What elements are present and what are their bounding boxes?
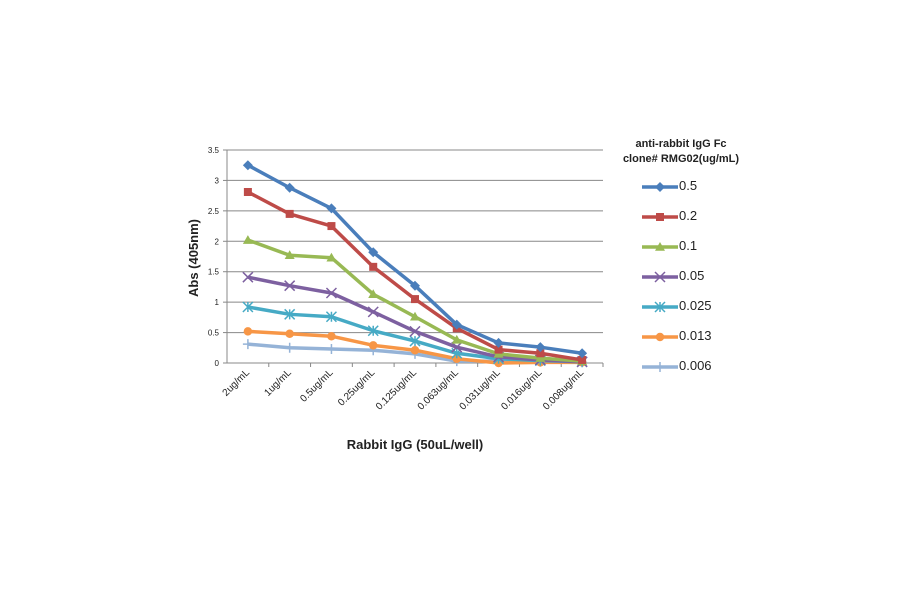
data-point (242, 339, 253, 350)
data-point (325, 311, 337, 323)
legend-label: 0.013 (679, 328, 712, 343)
y-axis-title: Abs (405nm) (186, 219, 201, 297)
legend-label: 0.05 (679, 268, 705, 283)
y-tick-label: 3 (215, 176, 220, 185)
x-tick-label: 0.008ug/mL (541, 367, 586, 412)
data-point (242, 301, 254, 313)
legend-label: 0.1 (679, 238, 698, 253)
data-point (535, 342, 546, 353)
series-0.2 (243, 187, 587, 364)
data-point (367, 306, 379, 318)
data-point (285, 209, 294, 218)
legend: anti-rabbit IgG Fc clone# RMG02(ug/mL) 0… (606, 137, 756, 383)
x-tick-label: 0.016ug/mL (499, 367, 544, 412)
data-point (369, 262, 378, 271)
data-point (284, 280, 296, 292)
data-point (451, 341, 463, 353)
legend-label: 0.006 (679, 358, 712, 373)
legend-item: 0.2 (606, 203, 756, 233)
data-point (578, 355, 587, 364)
x-tick-label: 0.031ug/mL (458, 367, 503, 412)
legend-item: 0.05 (606, 263, 756, 293)
data-point (326, 344, 337, 355)
legend-item: 0.1 (606, 233, 756, 263)
data-point (410, 311, 420, 321)
data-point (536, 349, 545, 358)
data-point (325, 287, 337, 299)
data-point (493, 337, 504, 348)
series-0.5 (242, 160, 588, 359)
legend-swatch (642, 271, 678, 283)
data-point (243, 187, 252, 196)
data-point (535, 353, 546, 362)
data-point (327, 222, 336, 231)
data-point (284, 342, 295, 353)
data-point (409, 335, 421, 347)
legend-swatch (642, 301, 678, 313)
data-point (368, 247, 379, 258)
y-tick-label: 1.5 (208, 268, 220, 277)
legend-label: 0.025 (679, 298, 712, 313)
data-point (451, 319, 462, 330)
legend-label: 0.5 (679, 178, 698, 193)
data-point (367, 325, 379, 337)
legend-item: 0.025 (606, 293, 756, 323)
legend-swatch (642, 362, 678, 372)
data-point (451, 334, 462, 344)
data-point (452, 354, 462, 363)
y-tick-label: 0.5 (208, 329, 220, 338)
data-point (655, 362, 665, 372)
legend-label: 0.2 (679, 208, 698, 223)
data-point (327, 331, 336, 341)
legend-swatch (642, 182, 678, 192)
legend-swatch (642, 242, 678, 251)
data-point (284, 308, 296, 320)
data-point (409, 325, 421, 337)
data-point (243, 327, 253, 336)
data-point (654, 271, 666, 283)
series-line (247, 163, 583, 355)
data-point (411, 295, 419, 304)
y-tick-label: 1 (215, 298, 220, 307)
data-point (285, 329, 294, 339)
data-point (410, 345, 420, 355)
data-point (242, 160, 253, 171)
data-point (284, 250, 295, 260)
data-point (284, 182, 295, 193)
legend-title-line-1: anti-rabbit IgG Fc (635, 138, 727, 150)
y-tick-label: 2 (215, 237, 220, 246)
data-point (368, 289, 379, 298)
legend-title-line-2: clone# RMG02(ug/mL) (622, 153, 740, 165)
data-point (326, 203, 337, 214)
x-tick-label: 1ug/mL (262, 367, 294, 399)
legend-swatch (642, 332, 678, 342)
x-tick-label: 0.125ug/mL (374, 367, 419, 412)
data-point (326, 252, 337, 262)
x-tick-label: 0.5ug/mL (298, 367, 336, 405)
x-tick-label: 0.063ug/mL (416, 367, 461, 412)
data-point (494, 345, 503, 354)
legend-item: 0.5 (606, 173, 756, 203)
data-point (577, 348, 588, 359)
x-axis-title: Rabbit IgG (50uL/well) (347, 437, 484, 452)
data-point (368, 341, 378, 350)
data-point (410, 280, 420, 291)
legend-item: 0.006 (606, 353, 756, 383)
data-point (655, 242, 665, 251)
legend-item: 0.013 (606, 323, 756, 353)
data-point (654, 301, 666, 313)
x-tick-label: 0.25ug/mL (336, 367, 378, 409)
series-0.1 (242, 235, 588, 365)
data-point (242, 271, 254, 283)
y-tick-label: 3.5 (208, 146, 220, 155)
data-point (656, 213, 664, 221)
data-point (242, 235, 253, 244)
legend-swatch (642, 213, 678, 221)
data-point (655, 182, 665, 192)
y-tick-label: 2.5 (208, 207, 220, 216)
data-point (655, 332, 665, 342)
y-tick-label: 0 (215, 359, 220, 368)
x-tick-label: 2ug/mL (221, 367, 253, 399)
